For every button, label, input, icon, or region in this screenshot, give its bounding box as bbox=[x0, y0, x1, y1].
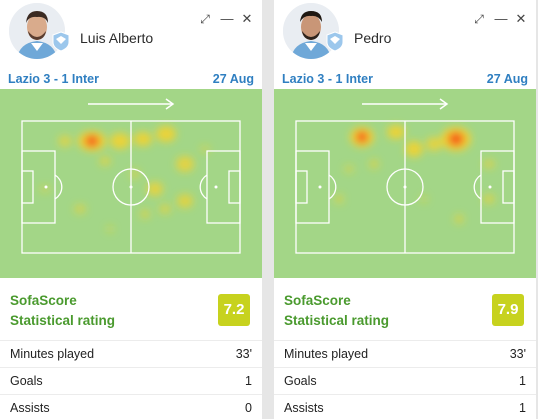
match-teams[interactable]: Lazio 3 - 1 Inter bbox=[282, 72, 373, 86]
stat-value: 33' bbox=[509, 347, 526, 361]
stats-list: Minutes played 33' Goals 1 Assists 0 bbox=[0, 340, 262, 419]
stat-row: Goals 1 bbox=[274, 367, 536, 394]
rating-source-label: SofaScore bbox=[284, 293, 351, 308]
player-name: Pedro bbox=[354, 30, 392, 46]
player-name: Luis Alberto bbox=[80, 30, 154, 46]
heatmap-graphic bbox=[295, 98, 515, 254]
player-avatar bbox=[9, 3, 65, 59]
expand-icon[interactable]: ⤢ bbox=[474, 12, 484, 26]
minimize-icon[interactable]: — bbox=[220, 11, 234, 26]
stat-row: Minutes played 33' bbox=[0, 340, 262, 367]
statistical-rating: SofaScore Statistical rating 7.9 bbox=[274, 278, 536, 340]
stat-label: Minutes played bbox=[10, 347, 95, 361]
match-date: 27 Aug bbox=[486, 72, 528, 86]
stat-label: Assists bbox=[10, 401, 50, 415]
match-bar[interactable]: Lazio 3 - 1 Inter 27 Aug bbox=[274, 69, 536, 89]
stat-row: Assists 1 bbox=[274, 394, 536, 419]
player-avatar bbox=[283, 3, 339, 59]
stat-value: 1 bbox=[519, 374, 526, 388]
player-card-luis-alberto: Luis Alberto ⤢ — ✕ Lazio 3 - 1 Inter 27 … bbox=[0, 0, 262, 419]
attack-direction-arrow bbox=[88, 98, 175, 110]
card-header: Pedro ⤢ — ✕ bbox=[274, 0, 536, 68]
card-header: Luis Alberto ⤢ — ✕ bbox=[0, 0, 262, 68]
heatmap-pitch bbox=[274, 89, 536, 278]
team-badge-icon bbox=[324, 30, 346, 52]
close-icon[interactable]: ✕ bbox=[515, 11, 527, 26]
match-teams[interactable]: Lazio 3 - 1 Inter bbox=[8, 72, 99, 86]
stat-value: 1 bbox=[245, 374, 252, 388]
rating-badge: 7.9 bbox=[492, 294, 524, 326]
stat-row: Minutes played 33' bbox=[274, 340, 536, 367]
match-bar[interactable]: Lazio 3 - 1 Inter 27 Aug bbox=[0, 69, 262, 89]
team-badge-icon bbox=[50, 30, 72, 52]
heatmap-graphic bbox=[21, 98, 241, 254]
close-icon[interactable]: ✕ bbox=[241, 11, 253, 26]
rating-type-label: Statistical rating bbox=[284, 313, 390, 328]
rating-type-label: Statistical rating bbox=[10, 313, 116, 328]
stat-value: 0 bbox=[245, 401, 252, 415]
pitch-lines bbox=[295, 120, 515, 254]
stat-value: 33' bbox=[235, 347, 252, 361]
rating-source-label: SofaScore bbox=[10, 293, 77, 308]
stat-value: 1 bbox=[519, 401, 526, 415]
stat-label: Minutes played bbox=[284, 347, 369, 361]
heatmap-pitch bbox=[0, 89, 262, 278]
stat-label: Assists bbox=[284, 401, 324, 415]
statistical-rating: SofaScore Statistical rating 7.2 bbox=[0, 278, 262, 340]
rating-badge: 7.2 bbox=[218, 294, 250, 326]
card-separator bbox=[262, 0, 274, 419]
match-date: 27 Aug bbox=[212, 72, 254, 86]
attack-direction-arrow bbox=[362, 98, 449, 110]
stat-row: Goals 1 bbox=[0, 367, 262, 394]
stat-label: Goals bbox=[10, 374, 43, 388]
expand-icon[interactable]: ⤢ bbox=[200, 12, 210, 26]
minimize-icon[interactable]: — bbox=[494, 11, 508, 26]
stat-label: Goals bbox=[284, 374, 317, 388]
player-card-pedro: Pedro ⤢ — ✕ Lazio 3 - 1 Inter 27 Aug bbox=[274, 0, 536, 419]
stats-list: Minutes played 33' Goals 1 Assists 1 bbox=[274, 340, 536, 419]
heatmap-blobs bbox=[40, 126, 210, 233]
heatmap-blobs bbox=[334, 125, 495, 224]
stat-row: Assists 0 bbox=[0, 394, 262, 419]
